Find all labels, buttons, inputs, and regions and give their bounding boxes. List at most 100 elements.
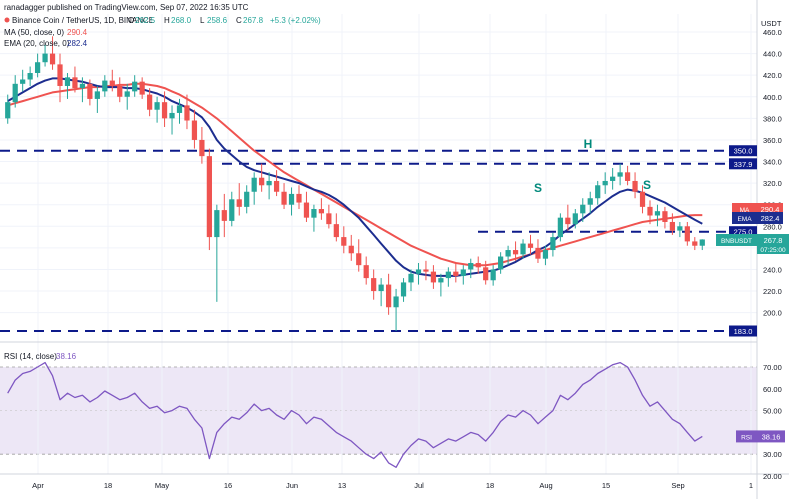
candle[interactable] — [677, 221, 683, 238]
candle[interactable] — [363, 256, 369, 285]
candle[interactable] — [303, 191, 310, 222]
candle[interactable] — [42, 44, 48, 67]
candle[interactable] — [445, 267, 451, 287]
candle[interactable] — [610, 168, 616, 190]
candle[interactable] — [288, 187, 295, 216]
candle[interactable] — [699, 239, 705, 251]
candle[interactable] — [602, 172, 608, 194]
candle[interactable] — [318, 198, 325, 220]
candle[interactable] — [624, 165, 631, 186]
candle[interactable] — [475, 256, 481, 274]
candle[interactable] — [490, 265, 496, 286]
candle[interactable] — [124, 83, 130, 110]
candle[interactable] — [348, 234, 354, 261]
candle[interactable] — [49, 36, 56, 70]
candle[interactable] — [244, 185, 250, 214]
candle[interactable] — [415, 262, 422, 285]
candle[interactable] — [527, 234, 534, 255]
candle[interactable] — [423, 260, 429, 281]
candle[interactable] — [557, 213, 563, 242]
candle[interactable] — [669, 213, 676, 235]
candle[interactable] — [169, 105, 175, 135]
candle[interactable] — [617, 163, 623, 186]
candle[interactable] — [385, 273, 392, 315]
candle[interactable] — [453, 262, 459, 283]
symbol-title[interactable]: Binance Coin / TetherUS, 1D, BINANCE — [12, 16, 154, 25]
candle[interactable] — [535, 239, 541, 263]
candle[interactable] — [326, 204, 332, 229]
candle[interactable] — [460, 265, 466, 285]
ema-legend-label[interactable]: EMA (20, close, 0) — [4, 39, 70, 48]
candle[interactable] — [550, 232, 556, 257]
candle[interactable] — [64, 73, 71, 99]
candle[interactable] — [662, 206, 668, 229]
candle[interactable] — [184, 94, 190, 130]
candle[interactable] — [132, 75, 138, 97]
candle[interactable] — [498, 252, 504, 274]
candle[interactable] — [438, 273, 444, 297]
candle[interactable] — [378, 278, 384, 307]
candle[interactable] — [341, 226, 347, 254]
candle[interactable] — [266, 172, 272, 200]
candle[interactable] — [191, 109, 198, 149]
candle[interactable] — [512, 241, 519, 261]
candle[interactable] — [139, 77, 145, 99]
candle[interactable] — [542, 245, 549, 266]
candle[interactable] — [87, 79, 93, 106]
candle[interactable] — [356, 239, 362, 272]
candle[interactable] — [236, 183, 242, 216]
candle[interactable] — [483, 260, 489, 285]
candle[interactable] — [154, 96, 160, 123]
candle[interactable] — [311, 204, 317, 232]
candle[interactable] — [72, 66, 78, 93]
candle[interactable] — [400, 278, 407, 302]
candle[interactable] — [430, 265, 437, 289]
candle[interactable] — [199, 126, 205, 164]
candle[interactable] — [27, 66, 33, 86]
candle[interactable] — [393, 288, 399, 331]
candle[interactable] — [34, 53, 41, 78]
candle[interactable] — [259, 163, 265, 192]
candle[interactable] — [684, 221, 690, 246]
candle[interactable] — [333, 213, 339, 242]
candle[interactable] — [639, 185, 646, 214]
candle[interactable] — [273, 170, 280, 197]
candle[interactable] — [147, 88, 153, 117]
candle[interactable] — [221, 193, 227, 238]
candles[interactable] — [5, 36, 705, 331]
candle[interactable] — [505, 245, 511, 266]
candle[interactable] — [654, 204, 661, 227]
candle[interactable] — [632, 172, 638, 199]
candle[interactable] — [647, 200, 653, 225]
rsi-legend-label[interactable]: RSI (14, close) — [4, 352, 57, 361]
candle[interactable] — [5, 94, 11, 124]
candle[interactable] — [565, 204, 571, 231]
candle[interactable] — [408, 269, 414, 292]
candle[interactable] — [371, 269, 377, 300]
candle[interactable] — [229, 191, 235, 227]
candle[interactable] — [251, 172, 257, 205]
ma-legend-label[interactable]: MA (50, close, 0) — [4, 28, 64, 37]
candle[interactable] — [102, 75, 108, 97]
candle[interactable] — [296, 185, 302, 210]
candle[interactable] — [214, 204, 220, 302]
candle[interactable] — [176, 98, 183, 124]
candle[interactable] — [580, 198, 586, 222]
candle[interactable] — [117, 77, 123, 103]
candle[interactable] — [79, 77, 86, 103]
candle[interactable] — [520, 239, 526, 259]
price-tick-label: 200.0 — [763, 309, 782, 318]
candle[interactable] — [12, 75, 18, 108]
candle[interactable] — [692, 237, 698, 251]
candle[interactable] — [206, 148, 212, 251]
candle[interactable] — [20, 69, 26, 92]
candle[interactable] — [281, 183, 287, 210]
candle[interactable] — [468, 258, 474, 279]
candle[interactable] — [109, 69, 115, 92]
candle[interactable] — [572, 209, 578, 229]
candle[interactable] — [595, 180, 601, 205]
candle[interactable] — [587, 191, 593, 214]
candle[interactable] — [57, 53, 63, 103]
candle[interactable] — [94, 85, 100, 113]
candle[interactable] — [161, 91, 168, 127]
